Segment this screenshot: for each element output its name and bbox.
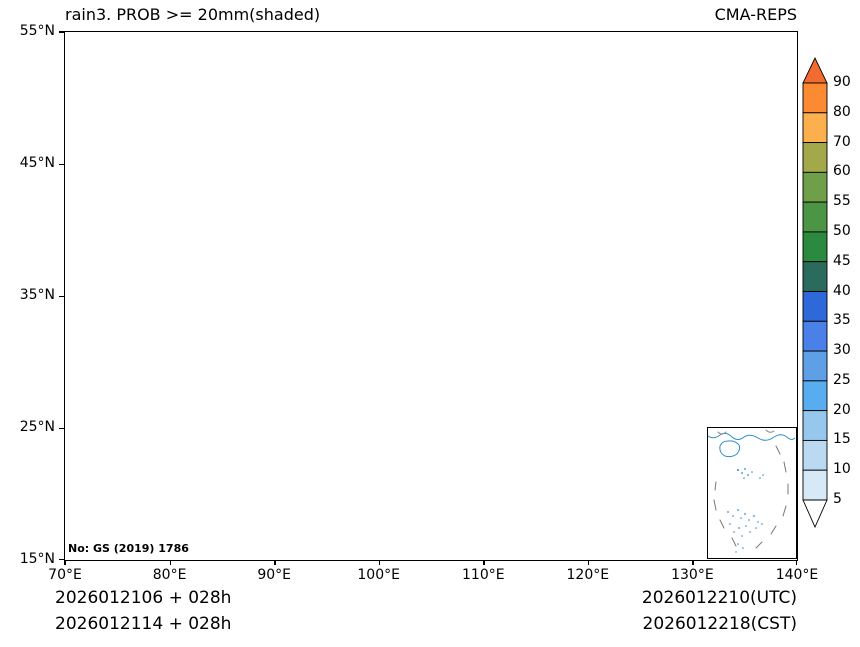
colorbar-segment [802, 261, 828, 292]
colorbar-under-arrow [802, 499, 828, 529]
colorbar-segment [802, 410, 828, 441]
colorbar-tick-label: 35 [833, 312, 851, 329]
map-frame [64, 31, 798, 561]
valid-times: 2026012210(UTC) 2026012218(CST) [642, 585, 797, 637]
colorbar-tick-label: 50 [833, 222, 851, 239]
colorbar-tick-label: 30 [833, 342, 851, 359]
y-tick [59, 428, 64, 430]
colorbar-tick-label: 90 [833, 74, 851, 90]
x-tick [169, 560, 171, 565]
colorbar-tick-label: 5 [833, 491, 842, 507]
x-tick-label: 120°E [566, 567, 610, 583]
x-tick [587, 560, 590, 565]
x-tick-label: 70°E [48, 567, 82, 583]
colorbar-tick-label: 20 [833, 401, 851, 418]
x-tick-label: 80°E [152, 567, 187, 583]
x-tick [692, 560, 694, 565]
colorbar-segment [802, 142, 828, 173]
y-tick-label: 25°N [19, 419, 55, 435]
colorbar-tick-label: 60 [833, 163, 851, 180]
x-tick-label: 130°E [671, 567, 714, 583]
colorbar-segment [802, 350, 828, 382]
inset-map [708, 429, 795, 553]
model-name: CMA-REPS [714, 5, 797, 24]
init-time-utc: 2026012106 + 028h [55, 588, 232, 608]
valid-time-cst: 2026012218(CST) [642, 614, 797, 634]
colorbar-segment [802, 171, 828, 203]
x-tick [483, 560, 485, 565]
colorbar-segment [802, 380, 828, 412]
colorbar-segment [802, 201, 828, 233]
colorbar-tick-label: 40 [833, 282, 851, 299]
colorbar-over-arrow [802, 56, 828, 84]
colorbar [802, 56, 828, 529]
colorbar-tick-label: 70 [833, 133, 851, 150]
colorbar-segment [802, 112, 828, 144]
colorbar-segment [802, 82, 828, 114]
y-tick-label: 55°N [19, 23, 55, 39]
y-tick-label: 35°N [19, 287, 55, 303]
y-tick [59, 558, 64, 561]
y-tick [59, 296, 64, 298]
colorbar-segment [802, 439, 828, 471]
x-tick [795, 560, 798, 565]
y-tick [59, 164, 64, 166]
colorbar-tick-label: 45 [833, 252, 851, 269]
init-time-cst: 2026012114 + 028h [55, 614, 232, 634]
colorbar-tick-label: 55 [833, 193, 851, 210]
y-tick-label: 45°N [19, 155, 55, 171]
colorbar-tick-label: 10 [833, 461, 851, 478]
x-tick [274, 560, 276, 565]
x-tick-label: 110°E [462, 567, 505, 583]
y-tick-label: 15°N [19, 551, 55, 567]
page-title: rain3. PROB >= 20mm(shaded) [65, 5, 321, 24]
colorbar-tick-label: 15 [833, 431, 851, 448]
south-china-sea-inset [707, 427, 797, 559]
x-tick [378, 560, 381, 565]
map-license-note: No: GS (2019) 1786 [68, 542, 189, 555]
x-tick [64, 560, 66, 565]
colorbar-segment [802, 231, 828, 263]
colorbar-segment [802, 291, 828, 322]
x-tick-label: 140°E [775, 567, 819, 583]
x-tick-label: 100°E [357, 567, 400, 583]
x-tick-label: 90°E [257, 567, 292, 583]
y-tick [59, 31, 64, 33]
valid-time-utc: 2026012210(UTC) [641, 588, 797, 608]
colorbar-segment [802, 469, 828, 501]
colorbar-tick-label: 80 [833, 103, 851, 120]
colorbar-segment [802, 320, 828, 352]
colorbar-tick-label: 25 [833, 371, 851, 388]
init-times: 2026012106 + 028h 2026012114 + 028h [55, 585, 231, 637]
